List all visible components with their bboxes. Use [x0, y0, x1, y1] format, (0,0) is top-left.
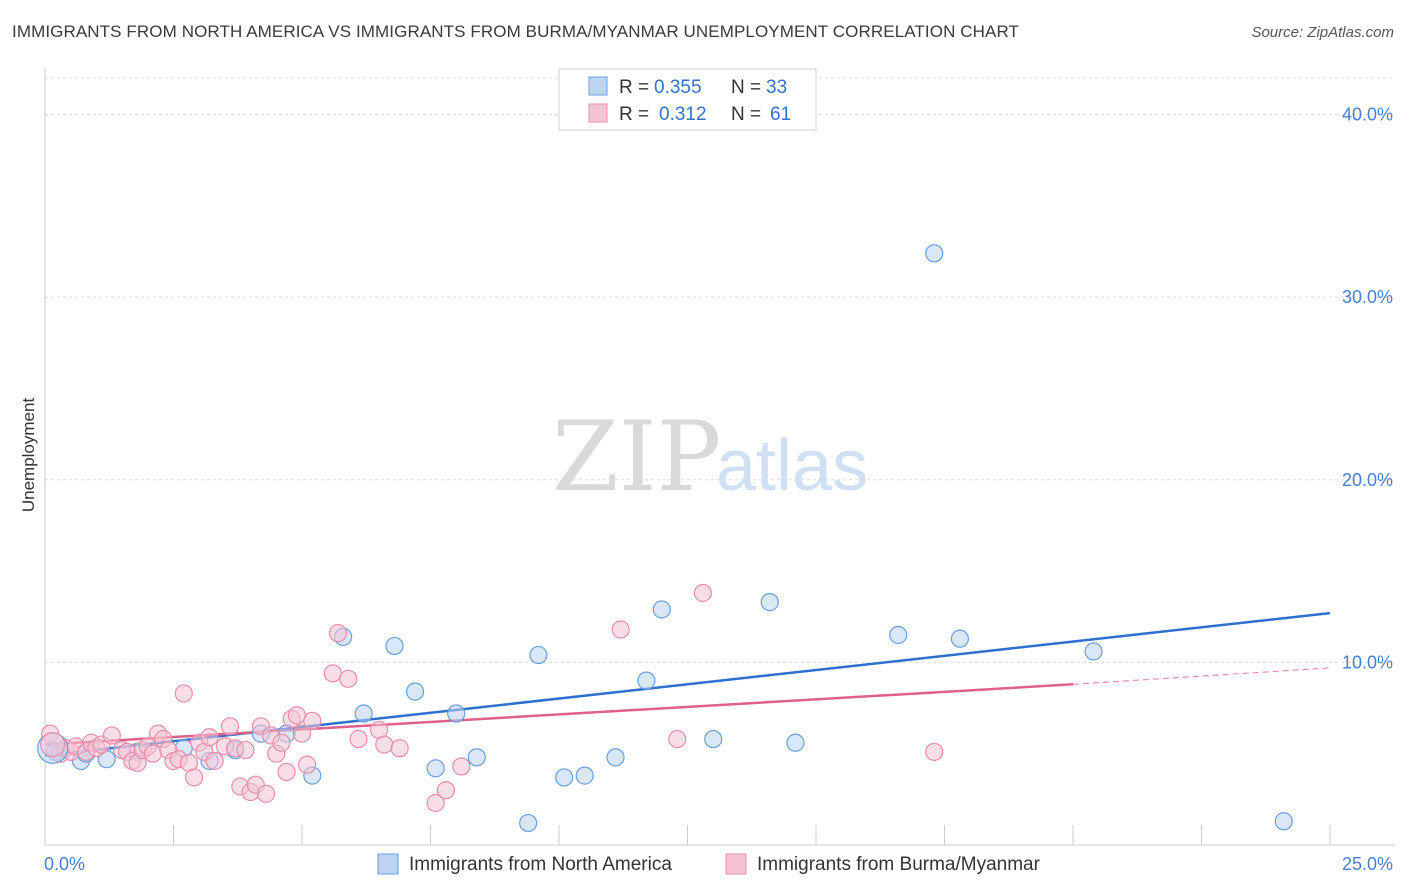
y-axis-label: Unemployment [19, 398, 38, 513]
bottom-legend-label-burma: Immigrants from Burma/Myanmar [757, 854, 1041, 875]
point-series1-45 [298, 755, 317, 774]
point-series1-28 [205, 751, 224, 771]
point-series0-14 [426, 759, 445, 778]
legend-n-label-1: N = [731, 77, 761, 98]
y-tick-label-0: 10.0% [1342, 652, 1393, 672]
point-series1-60 [925, 742, 944, 761]
legend-n-value-2: 61 [770, 104, 791, 125]
legend-n-label-2: N = [731, 104, 761, 125]
y-tick-label-1: 20.0% [1342, 470, 1393, 490]
point-series0-19 [555, 768, 574, 787]
point-series1-56 [452, 757, 471, 776]
bottom-legend-swatch-burma [725, 853, 747, 875]
point-series0-22 [637, 671, 656, 690]
point-series0-16 [467, 748, 486, 767]
point-series0-28 [925, 244, 944, 263]
point-series1-57 [611, 620, 630, 639]
point-series0-18 [529, 645, 548, 665]
point-series0-20 [575, 766, 594, 785]
point-series0-30 [1084, 642, 1103, 661]
legend-r-label-2: R = [619, 104, 649, 125]
point-series1-40 [272, 733, 291, 752]
point-series1-52 [375, 735, 394, 754]
point-series0-31 [1274, 812, 1293, 831]
point-series0-25 [760, 593, 779, 612]
legend-r-value-1: 0.355 [654, 77, 702, 98]
point-cluster-burma [40, 731, 66, 758]
legend-r-value-2: 0.312 [659, 104, 707, 125]
legend-swatch-north-america [588, 76, 608, 96]
point-series1-43 [287, 706, 306, 725]
point-series1-33 [236, 740, 255, 760]
point-series1-30 [220, 717, 240, 736]
point-series1-46 [303, 711, 322, 730]
grid-lines [45, 77, 1395, 663]
watermark-atlas: atlas [716, 426, 868, 506]
point-series1-55 [436, 781, 456, 800]
point-series0-26 [786, 733, 805, 752]
x-tick-label-0: 0.0% [44, 854, 85, 874]
tick-labels: 10.0% 20.0% 30.0% 40.0% 0.0% 25.0% [44, 105, 1393, 874]
bottom-legend-label-north-america: Immigrants from North America [409, 854, 672, 875]
point-series1-48 [328, 624, 348, 643]
chart-source: Source: ZipAtlas.com [1251, 24, 1394, 41]
data-points [37, 244, 1293, 833]
point-series0-12 [385, 636, 404, 656]
point-series0-21 [606, 748, 625, 767]
point-series1-54 [426, 793, 445, 813]
point-series1-37 [256, 784, 276, 803]
point-series0-27 [889, 625, 908, 645]
point-series1-53 [390, 739, 409, 758]
legend-swatch-burma [588, 103, 608, 123]
point-series1-59 [693, 583, 713, 603]
point-series0-15 [447, 704, 466, 723]
point-series1-49 [339, 669, 358, 688]
legend-n-value-1: 33 [766, 77, 787, 98]
point-series0-23 [652, 600, 671, 619]
trend-lines [44, 611, 1331, 757]
point-series1-50 [349, 729, 368, 749]
point-series1-41 [277, 762, 296, 782]
point-series0-29 [950, 629, 970, 648]
point-series1-47 [323, 664, 342, 683]
point-series1-9 [102, 726, 121, 745]
y-tick-label-3: 40.0% [1342, 105, 1393, 125]
trend-line-burma-extension [1072, 667, 1331, 685]
x-tick-label-1: 25.0% [1342, 854, 1393, 874]
legend-box: R = 0.355 N = 33 R = 0.312 N = 61 [558, 68, 817, 131]
point-series1-22 [174, 684, 193, 703]
axes [44, 68, 1395, 846]
bottom-legend-swatch-north-america [377, 853, 399, 875]
point-series0-13 [405, 682, 425, 701]
point-series0-24 [704, 729, 723, 749]
point-series1-44 [292, 724, 312, 743]
y-tick-label-2: 30.0% [1342, 287, 1393, 307]
bottom-legend: Immigrants from North America Immigrants… [377, 853, 1041, 875]
point-series1-58 [668, 729, 687, 749]
point-series0-17 [519, 813, 538, 833]
point-series1-24 [184, 768, 204, 787]
chart-title: IMMIGRANTS FROM NORTH AMERICA VS IMMIGRA… [12, 22, 1020, 41]
legend-r-label-1: R = [619, 77, 649, 98]
point-series1-27 [200, 728, 219, 747]
watermark-zip: ZIP [552, 401, 721, 513]
point-series1-16 [143, 744, 163, 763]
point-series0-11 [354, 704, 373, 723]
